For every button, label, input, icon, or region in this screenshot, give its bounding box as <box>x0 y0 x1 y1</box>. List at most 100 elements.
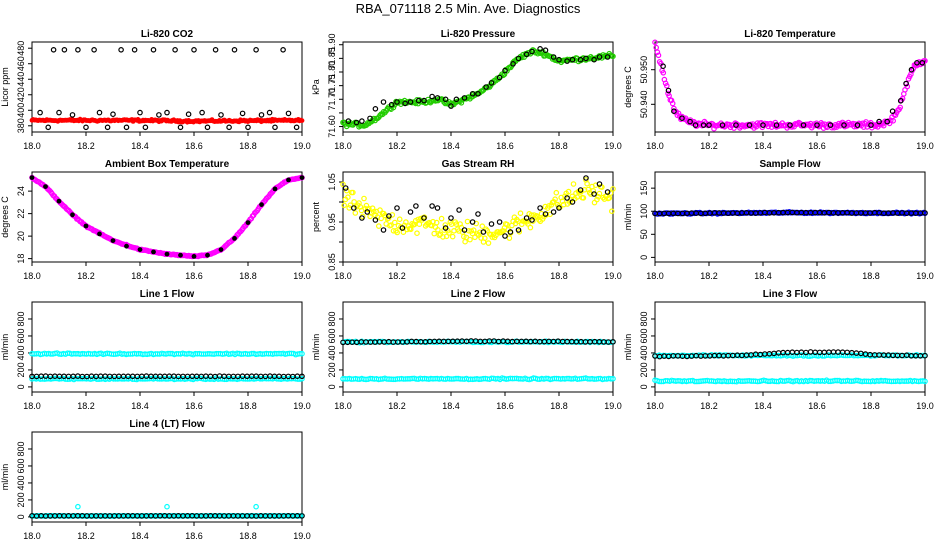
data-point <box>56 109 62 116</box>
data-point <box>299 350 305 357</box>
y-tick-label: 0 <box>327 384 337 389</box>
x-tick-label: 18.8 <box>862 271 880 281</box>
data-point <box>380 99 387 105</box>
data-point <box>245 124 251 131</box>
y-tick-label: 0 <box>639 255 649 260</box>
y-tick-label: 600 <box>16 328 26 343</box>
data-point <box>286 177 291 183</box>
data-point <box>345 118 352 124</box>
data-point <box>655 52 662 59</box>
data-point <box>415 97 422 104</box>
data-point <box>407 99 414 105</box>
y-tick-label: 400 <box>327 345 337 360</box>
x-tick-label: 18.2 <box>77 271 95 281</box>
data-point <box>378 215 385 222</box>
data-point <box>604 54 611 60</box>
data-point <box>297 350 303 357</box>
data-point <box>352 210 359 216</box>
y-tick-label: 400 <box>639 345 649 360</box>
panel-title: Line 3 Flow <box>763 289 818 300</box>
x-tick-label: 18.4 <box>442 141 460 151</box>
x-tick-label: 18.0 <box>646 141 664 151</box>
y-tick-label: 71.80 <box>327 61 337 84</box>
data-point <box>922 378 928 385</box>
data-point <box>532 214 539 220</box>
x-tick-label: 18.6 <box>808 271 826 281</box>
data-point <box>565 188 572 195</box>
data-point <box>342 185 349 191</box>
data-point <box>527 224 534 231</box>
data-point <box>453 221 460 227</box>
x-tick-label: 18.2 <box>700 401 718 411</box>
data-point <box>185 111 192 118</box>
data-point <box>414 230 420 237</box>
panel-6: Sample Flow ml/min 18.0 18.2 18.4 18.6 18.8 19.… <box>623 159 934 281</box>
data-point <box>350 189 356 196</box>
data-point <box>70 212 75 218</box>
data-point <box>854 122 861 128</box>
y-tick-label: 200 <box>16 362 26 377</box>
data-point <box>45 124 52 131</box>
data-point <box>431 230 438 237</box>
data-point <box>481 235 488 242</box>
x-tick-label: 18.0 <box>334 401 352 411</box>
data-point <box>922 210 928 216</box>
y-axis-label: degrees C <box>0 196 10 238</box>
y-tick-label: 200 <box>639 362 649 377</box>
panel-8: Line 2 Flow ml/min 18.0 18.2 18.4 18.6 18.8 19.… <box>311 289 622 411</box>
data-point <box>461 227 468 233</box>
data-point <box>178 252 183 258</box>
data-point <box>610 375 616 382</box>
data-point <box>231 46 238 53</box>
y-tick-label: 71.90 <box>327 33 337 56</box>
x-tick-label: 18.2 <box>77 531 95 540</box>
data-point <box>470 227 477 234</box>
data-point <box>399 225 406 231</box>
y-tick-label: 200 <box>327 362 337 377</box>
data-point <box>523 215 530 221</box>
data-point <box>574 194 581 200</box>
data-point <box>394 99 400 105</box>
x-tick-label: 18.8 <box>550 271 568 281</box>
series-avg <box>37 46 300 131</box>
data-point <box>456 207 462 213</box>
data-point <box>91 46 97 53</box>
data-point <box>566 199 573 206</box>
plot-frame <box>654 301 926 393</box>
data-point <box>37 109 43 116</box>
plot-frame <box>31 41 303 133</box>
x-tick-label: 18.0 <box>646 401 664 411</box>
data-point <box>890 118 897 124</box>
data-point <box>199 109 205 116</box>
x-tick-label: 18.4 <box>754 401 772 411</box>
data-point <box>475 211 481 217</box>
data-point <box>131 46 138 53</box>
data-point <box>610 338 616 345</box>
data-point <box>350 205 357 211</box>
y-axis-label: ml/min <box>0 334 10 361</box>
data-point <box>75 46 81 53</box>
data-point <box>496 74 503 81</box>
data-point <box>550 209 557 215</box>
data-point <box>814 122 820 128</box>
x-tick-label: 18.4 <box>131 271 149 281</box>
data-point <box>299 118 305 123</box>
data-point <box>669 100 676 107</box>
y-tick-label: 22 <box>16 209 26 219</box>
y-tick-label: 400 <box>16 475 26 490</box>
y-tick-label: 200 <box>16 492 26 507</box>
data-point <box>415 216 422 223</box>
data-point <box>123 124 130 131</box>
data-point <box>525 221 531 227</box>
series-avg <box>342 175 611 239</box>
data-point <box>448 215 454 221</box>
x-tick-label: 18.6 <box>185 401 203 411</box>
data-point <box>555 203 562 209</box>
data-point <box>841 122 847 128</box>
y-tick-label: 400 <box>16 103 26 118</box>
data-point <box>502 67 508 74</box>
data-point <box>380 227 387 233</box>
y-tick-label: 400 <box>16 345 26 360</box>
data-point <box>908 66 915 73</box>
